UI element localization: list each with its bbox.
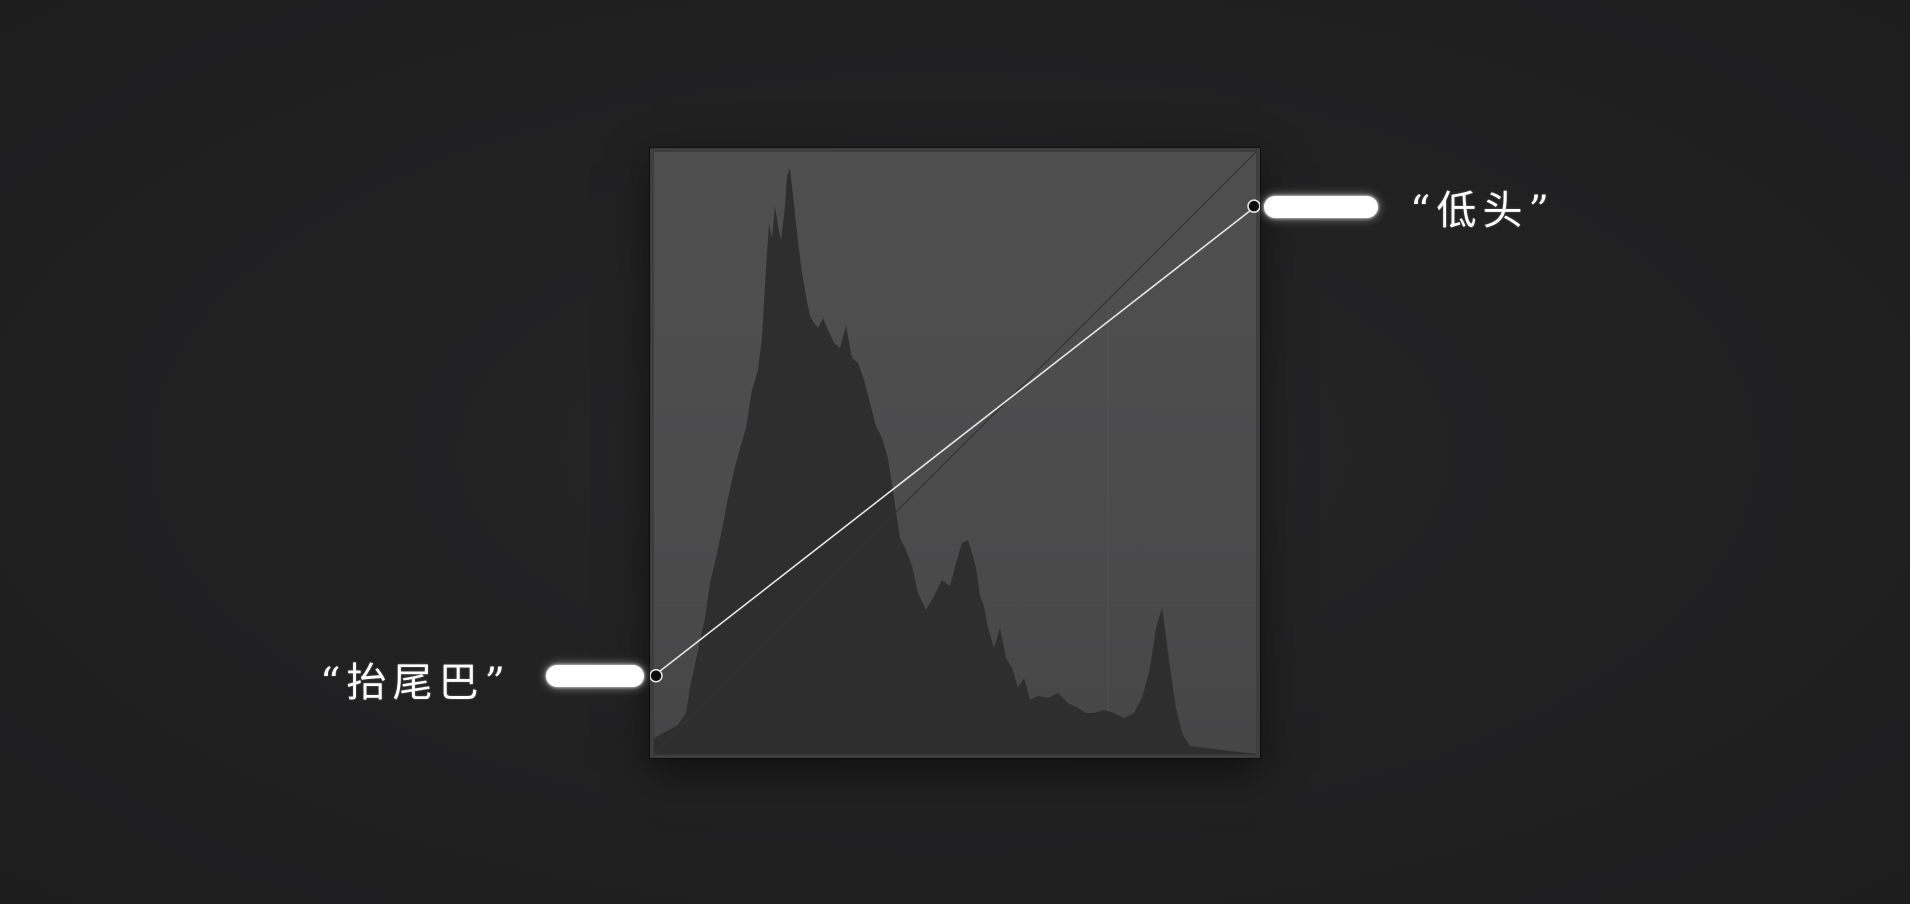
control-point-black[interactable] — [650, 668, 663, 683]
tail-lift-label: “抬尾巴” — [320, 660, 511, 706]
tone-curve-graph[interactable] — [650, 148, 1260, 758]
tone-curve-line[interactable] — [653, 205, 1257, 677]
control-point-white[interactable] — [1247, 199, 1260, 213]
tone-curve-panel[interactable] — [650, 148, 1260, 758]
tail-pointer-bar — [546, 665, 644, 687]
head-pointer-bar — [1264, 196, 1378, 218]
histogram — [654, 168, 1256, 754]
head-lower-label: “低头” — [1410, 188, 1555, 234]
identity-diagonal — [653, 151, 1257, 755]
